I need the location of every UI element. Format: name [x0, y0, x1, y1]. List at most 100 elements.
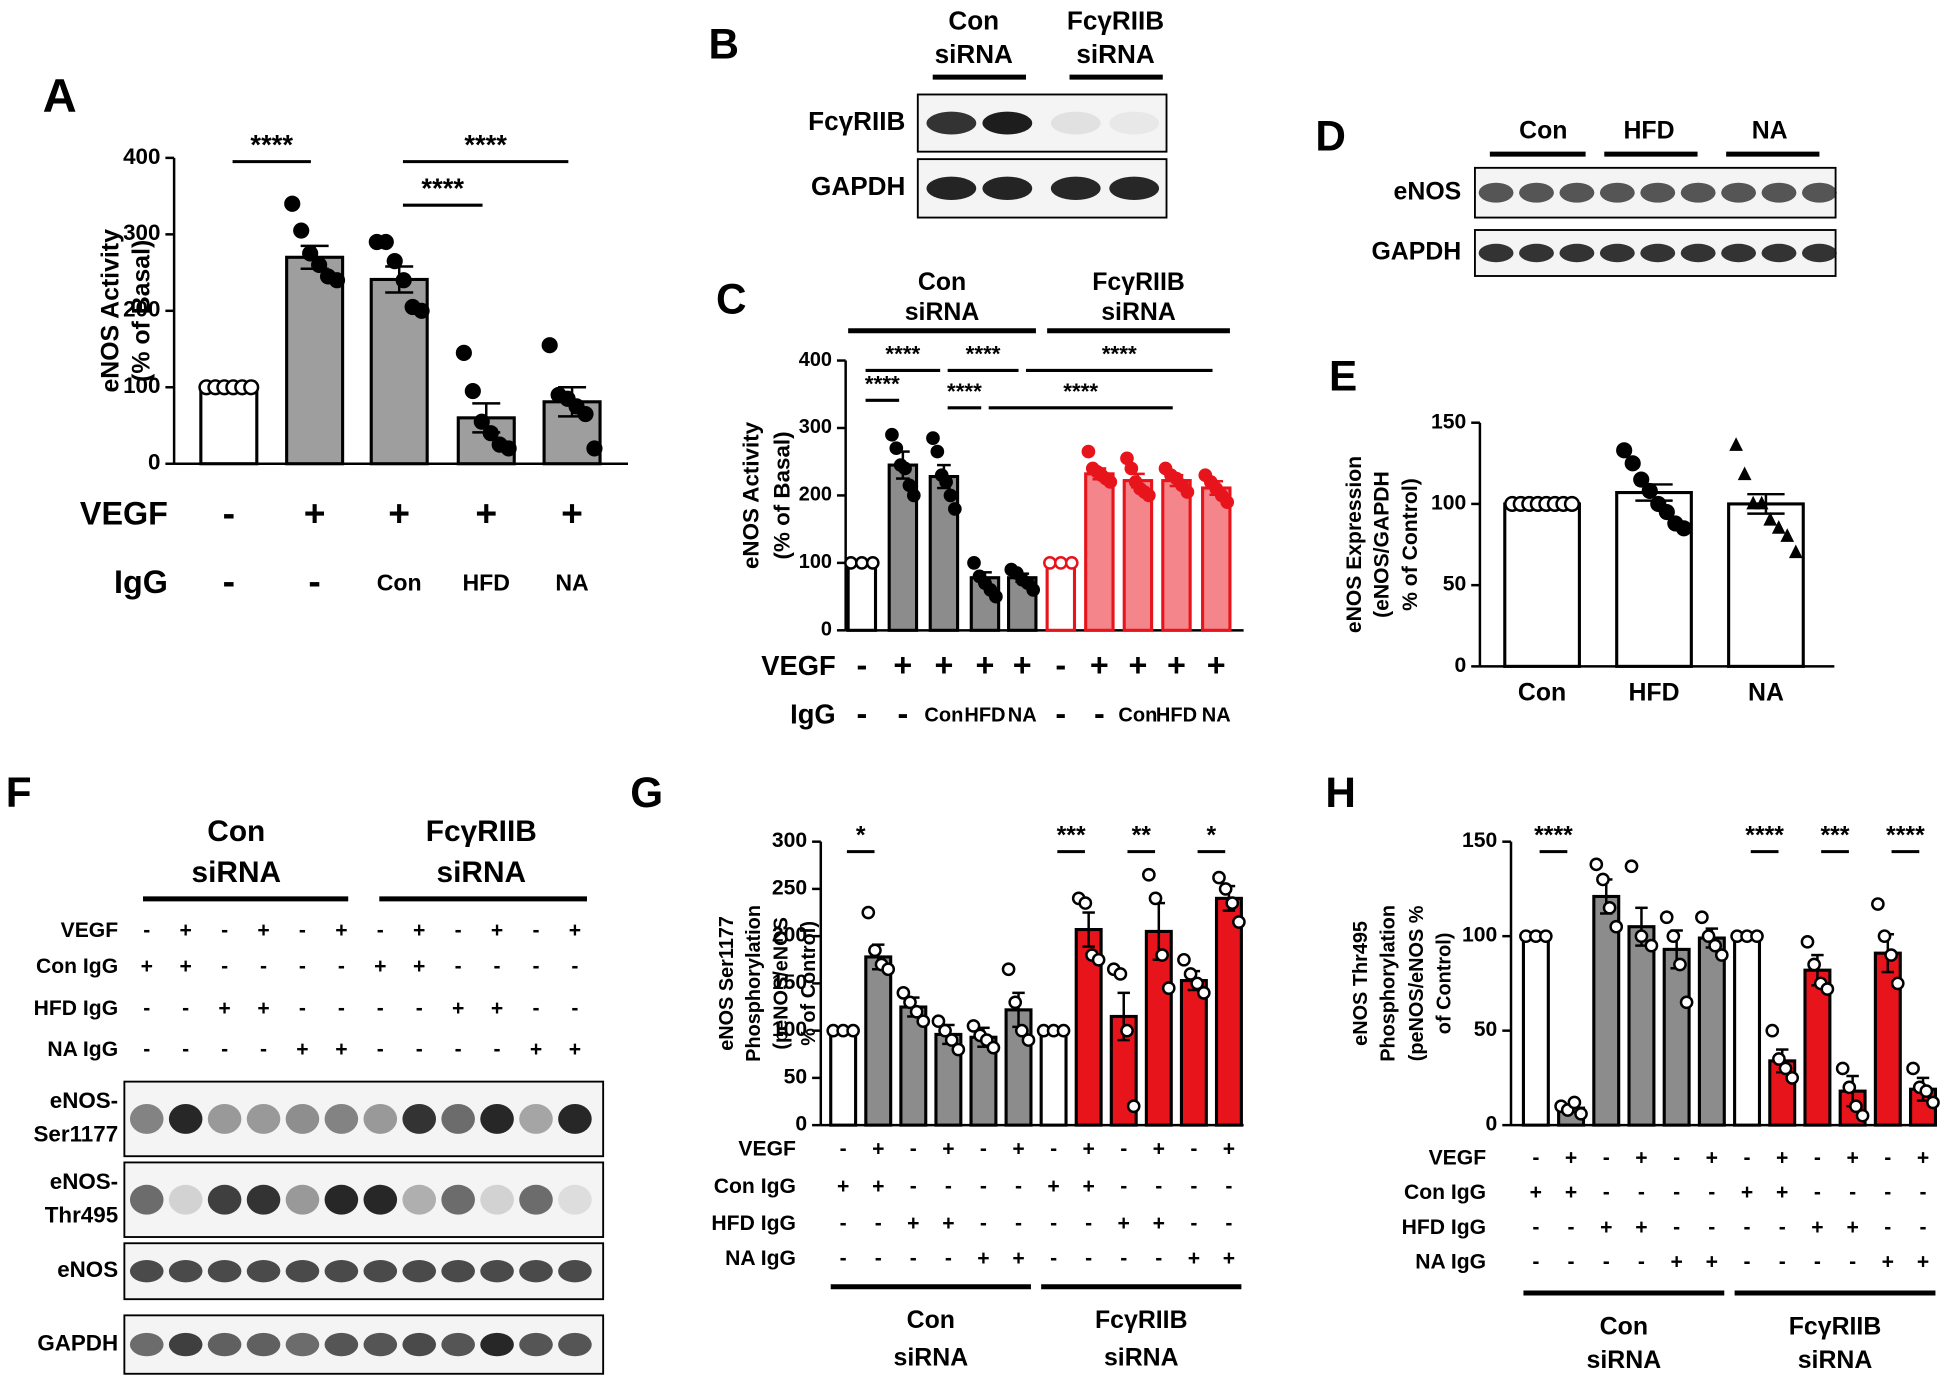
y-axis-label: % of Control) [1399, 478, 1422, 611]
condition-value: - [221, 955, 228, 978]
condition-value: + [1128, 647, 1147, 683]
data-point [1021, 1033, 1036, 1047]
bar [1201, 486, 1232, 632]
condition-value: + [141, 955, 153, 978]
condition-value: - [1120, 1175, 1127, 1198]
panel-letter: H [1325, 769, 1356, 816]
blot-band [480, 1184, 514, 1215]
blot-band [324, 1260, 359, 1283]
data-point [903, 995, 917, 1010]
data-point [951, 1042, 966, 1057]
condition-value: - [377, 997, 384, 1020]
blot-band [441, 1184, 475, 1215]
condition-label: VEGF [738, 1138, 796, 1161]
data-point [1142, 867, 1156, 882]
condition-value: + [1188, 1247, 1200, 1270]
data-point [1877, 929, 1892, 943]
data-point [1602, 900, 1617, 915]
condition-value: - [1015, 1175, 1022, 1198]
bar [1503, 502, 1581, 668]
data-point [1675, 520, 1692, 537]
group-label: siRNA [905, 298, 980, 326]
condition-value: + [1090, 647, 1109, 683]
condition-value: + [1153, 1212, 1165, 1235]
condition-value: - [856, 696, 867, 732]
group-label: siRNA [894, 1343, 969, 1371]
blot-band [402, 1332, 437, 1357]
blot-band [129, 1184, 164, 1215]
condition-value: - [1919, 1181, 1926, 1204]
data-point [1919, 1084, 1934, 1098]
significance-label: **** [421, 172, 464, 203]
significance-label: **** [966, 341, 1001, 366]
condition-value: - [143, 919, 150, 942]
significance-label: **** [947, 379, 982, 404]
y-tick-label: 300 [772, 829, 807, 852]
condition-value: - [1603, 1146, 1610, 1169]
y-tick-label: 400 [123, 144, 160, 169]
data-point [861, 905, 876, 920]
bar [285, 255, 345, 466]
group-label: Con [1600, 1312, 1648, 1340]
group-label: FcγRIIB [1095, 1306, 1188, 1334]
data-point [916, 1014, 931, 1029]
y-tick-label: 100 [1431, 492, 1466, 515]
condition-label: Con IgG [36, 955, 118, 978]
bar [1144, 929, 1173, 1127]
data-point [1161, 981, 1176, 995]
condition-value: - [1055, 647, 1066, 683]
condition-value: + [1635, 1146, 1647, 1169]
condition-value: - [1532, 1216, 1539, 1239]
condition-label: VEGF [761, 650, 835, 681]
condition-value: + [1012, 1138, 1024, 1161]
blot-band [285, 1260, 320, 1283]
condition-value: - [221, 1038, 228, 1061]
data-point [1120, 1023, 1134, 1038]
blot-band [441, 1332, 475, 1357]
blot-band [982, 176, 1033, 201]
condition-value: - [1155, 1247, 1162, 1270]
condition-value: + [561, 492, 583, 534]
condition-label: VEGF [80, 495, 168, 531]
condition-value: - [143, 997, 150, 1020]
data-point [1177, 952, 1191, 967]
condition-value: + [452, 997, 464, 1020]
data-point [938, 1023, 952, 1038]
data-point [1754, 495, 1769, 510]
condition-value: - [299, 955, 306, 978]
blot-band [207, 1260, 242, 1283]
condition-value: - [910, 1175, 917, 1198]
data-point [1750, 929, 1764, 943]
condition-value: + [1012, 1247, 1024, 1270]
data-point [846, 1023, 860, 1038]
condition-value: + [335, 919, 347, 942]
blot-row-label: eNOS- [50, 1088, 118, 1113]
y-tick-label: 150 [1431, 410, 1466, 433]
data-point [948, 502, 962, 516]
condition-value: + [218, 997, 230, 1020]
group-label: Con [907, 1306, 955, 1334]
blot-band [168, 1260, 203, 1283]
significance-label: **** [1886, 821, 1925, 849]
blot-band [519, 1184, 553, 1215]
data-point [1180, 485, 1195, 499]
condition-value: - [455, 955, 462, 978]
y-axis-label: (eNOS/GAPDH [1370, 471, 1393, 618]
data-point [868, 943, 882, 958]
significance-label: ** [1132, 821, 1152, 849]
condition-value: HFD [1156, 704, 1197, 726]
bar [1592, 894, 1621, 1127]
condition-value: + [1600, 1216, 1612, 1239]
data-point [1634, 929, 1649, 943]
condition-value: - [1225, 1175, 1232, 1198]
condition-value: - [1779, 1251, 1786, 1274]
blot-band [558, 1332, 592, 1357]
condition-value: + [491, 997, 503, 1020]
blot-band [129, 1104, 164, 1134]
blot-band [1109, 111, 1160, 135]
condition-value: - [840, 1247, 847, 1270]
data-point [1081, 444, 1096, 459]
data-point [1695, 910, 1709, 925]
condition-value: - [1050, 1212, 1057, 1235]
blot-band [441, 1260, 475, 1283]
